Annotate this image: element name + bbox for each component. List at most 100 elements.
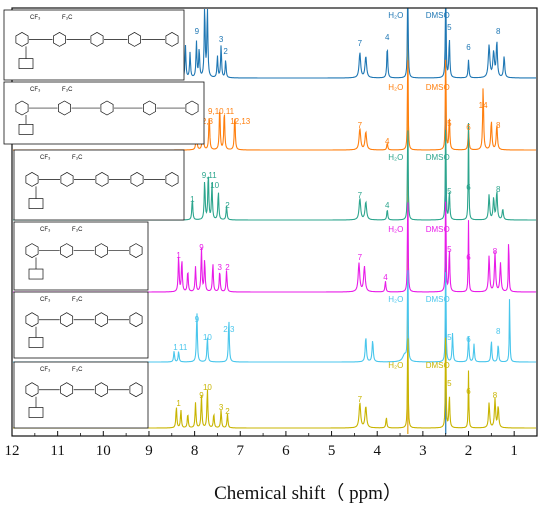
x-axis-title: Chemical shift（ ppm） — [214, 482, 402, 504]
peak-label: 9 — [199, 391, 204, 400]
ring — [95, 171, 109, 187]
peak-label: 9 — [199, 243, 204, 252]
peak-label: 11 — [179, 343, 188, 352]
ring — [94, 312, 108, 328]
peak-label: 2 — [225, 407, 230, 416]
ring — [28, 268, 44, 280]
solvent-label-h2o: H₂O — [388, 225, 403, 234]
solvent-lines — [407, 10, 447, 434]
ring — [165, 171, 179, 187]
peak-label: 8 — [496, 185, 501, 194]
ring — [28, 337, 44, 348]
peak-label: 5 — [447, 379, 452, 388]
peak-label: 9,11 — [202, 171, 218, 180]
ring — [90, 31, 104, 47]
structure-label: F₃C — [72, 297, 83, 303]
ring — [18, 58, 34, 69]
structure-inset-2: CF₃ F₃C — [3, 81, 205, 145]
ring — [18, 124, 34, 135]
peak-label: 2,3 — [223, 325, 235, 334]
ring — [28, 407, 44, 418]
structure-inset-1: CF₃ F₃C — [3, 9, 185, 81]
ring — [58, 100, 71, 116]
x-tick-label: 2 — [465, 443, 473, 459]
plot-frame — [11, 7, 538, 437]
peak-label: 6 — [466, 387, 471, 396]
structure-label: CF₃ — [30, 87, 41, 93]
plot-border — [11, 7, 538, 437]
solvent-label-dmso: DMSO — [426, 153, 450, 162]
structure-label: F₃C — [72, 367, 83, 373]
peak-label: 3 — [219, 403, 224, 412]
peak-label: 8 — [496, 121, 501, 130]
ring — [94, 382, 108, 398]
x-tick-label: 7 — [237, 443, 245, 459]
peak-label: 1 — [176, 399, 181, 408]
peak-label: 6 — [466, 43, 471, 52]
solvent-label-dmso: DMSO — [426, 83, 450, 92]
peak-label: 5 — [447, 23, 452, 32]
structure-inset-5: CF₃ F₃C — [13, 291, 149, 359]
peak-label: 12,13 — [230, 117, 251, 126]
ring — [53, 31, 66, 47]
peak-label: 6 — [466, 253, 471, 262]
peak-label: 5 — [447, 119, 452, 128]
peak-label: 2 — [225, 263, 230, 272]
ring — [28, 198, 44, 209]
peak-label: 9 — [195, 27, 200, 36]
peak-label: 10 — [203, 333, 212, 342]
structure-frame — [13, 361, 149, 429]
peak-label: 6 — [466, 335, 471, 344]
peak-label: 10 — [210, 181, 219, 190]
ring — [129, 382, 143, 398]
ring — [129, 312, 143, 328]
peak-label: 3 — [219, 35, 224, 44]
peak-label: 7 — [358, 39, 363, 48]
peak-label: 10 — [203, 383, 212, 392]
peak-label: 9,10,11 — [208, 107, 235, 116]
ring — [25, 312, 39, 328]
structure-label: CF₃ — [30, 15, 41, 21]
solvent-label-dmso: DMSO — [426, 361, 450, 370]
structure-inset-3: CF₃ F₃C — [13, 149, 185, 221]
x-tick-label: 5 — [328, 443, 336, 459]
peak-label: 6 — [466, 123, 471, 132]
peak-label: 1 — [176, 251, 181, 260]
solvent-label-dmso: DMSO — [426, 295, 450, 304]
peak-label: 1 — [190, 195, 195, 204]
peak-label: 8 — [496, 27, 501, 36]
ring — [60, 312, 74, 328]
ring — [129, 243, 143, 259]
x-axis: 12 11 10 9 8 7 6 5 4 3 2 1 — [5, 431, 518, 459]
x-tick-label: 9 — [145, 443, 153, 459]
x-tick-label: 8 — [191, 443, 199, 459]
ring — [15, 31, 29, 47]
structure-label: CF₃ — [40, 367, 51, 373]
peak-label: 8 — [493, 391, 498, 400]
peak-label: 1 — [173, 343, 178, 352]
peak-label: 4 — [383, 273, 388, 282]
ring — [185, 100, 199, 116]
peak-label: 7 — [358, 395, 363, 404]
x-tick-label: 12 — [5, 443, 20, 459]
x-tick-label: 1 — [510, 443, 518, 459]
structure-inset-4: CF₃ F₃C — [13, 221, 149, 291]
peak-label: 7 — [358, 121, 363, 130]
structure-label: F₃C — [72, 227, 83, 233]
x-tick-label: 10 — [96, 443, 111, 459]
solvent-label-dmso: DMSO — [426, 11, 450, 20]
peak-label: 9 — [195, 315, 200, 324]
peak-label: 7 — [358, 253, 363, 262]
peak-label: 3 — [217, 263, 222, 272]
solvent-label-h2o: H₂O — [388, 153, 403, 162]
peak-label: 4 — [385, 201, 390, 210]
peak-label: 8 — [493, 247, 498, 256]
structure-label: CF₃ — [40, 297, 51, 303]
ring — [130, 171, 144, 187]
solvent-label-h2o: H₂O — [388, 361, 403, 370]
peak-label: 5 — [447, 333, 452, 342]
structure-frame — [13, 221, 149, 291]
peak-label: 7 — [358, 191, 363, 200]
ring — [25, 171, 39, 187]
